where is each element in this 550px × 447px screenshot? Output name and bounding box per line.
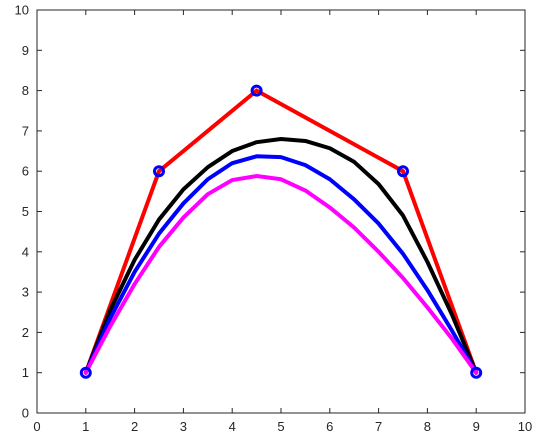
y-tick-label: 2 xyxy=(22,325,29,340)
plot-area xyxy=(37,10,525,413)
x-tick-label: 5 xyxy=(277,419,284,434)
control-point-marker xyxy=(470,366,483,379)
y-tick-label: 3 xyxy=(22,285,29,300)
control-point-markers xyxy=(79,84,483,379)
x-tick-label: 4 xyxy=(229,419,236,434)
y-tick-label: 1 xyxy=(22,365,29,380)
series-line-1 xyxy=(83,136,479,375)
plot-background xyxy=(37,10,525,413)
y-tick-label: 8 xyxy=(22,83,29,98)
series-line-0 xyxy=(83,88,479,375)
control-point-marker xyxy=(250,84,263,97)
x-tick-label: 8 xyxy=(424,419,431,434)
series-line-2 xyxy=(83,154,479,375)
x-tick-label: 3 xyxy=(180,419,187,434)
y-tick-label: 7 xyxy=(22,123,29,138)
axes: 0 1 2 3 4 5 6 7 8 9 10 0 1 2 3 4 5 6 7 8 9 10 xyxy=(15,3,533,435)
series-layer xyxy=(83,88,479,375)
x-tick-label: 9 xyxy=(473,419,480,434)
y-tick-label: 6 xyxy=(22,164,29,179)
x-tick-label: 10 xyxy=(518,419,532,434)
x-tick-label: 7 xyxy=(375,419,382,434)
y-tick-label: 5 xyxy=(22,204,29,219)
y-tick-label: 4 xyxy=(22,244,29,259)
control-point-marker xyxy=(153,165,165,178)
y-tick-label: 0 xyxy=(22,406,29,421)
control-point-marker xyxy=(79,366,92,379)
series-line-3 xyxy=(83,174,479,375)
x-tick-label: 0 xyxy=(33,419,40,434)
x-tick-label: 1 xyxy=(82,419,89,434)
control-point-marker xyxy=(397,165,409,178)
y-tick-label: 9 xyxy=(22,43,29,58)
x-tick-label: 6 xyxy=(326,419,333,434)
x-tick-label: 2 xyxy=(131,419,138,434)
y-tick-label: 10 xyxy=(15,3,29,18)
